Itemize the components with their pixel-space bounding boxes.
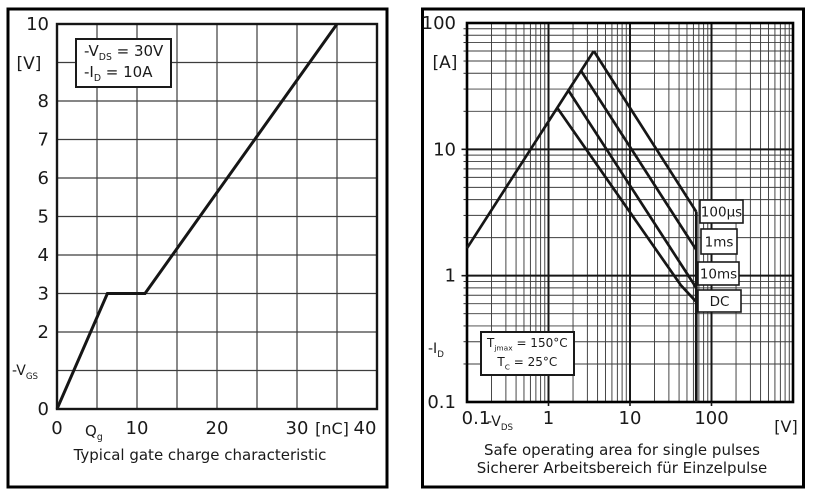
right-y-unit-label: [A]	[432, 53, 458, 73]
tc-value: = 25°C	[509, 355, 558, 370]
right-panel-border	[421, 7, 805, 489]
tjmax-base: T	[487, 336, 495, 350]
left-x-tick-label: 0	[51, 418, 62, 439]
left-chart-conditions-box: -VDS = 30V -ID = 10A	[75, 38, 173, 88]
tc-sub: C	[504, 362, 510, 372]
left-panel-border	[6, 7, 389, 489]
left-y-tick-label: 5	[38, 207, 49, 228]
right-y-tick-label: 100	[422, 13, 456, 34]
right-condition-tc: TC = 25°C	[487, 353, 568, 372]
left-x-tick-label: 30	[286, 418, 309, 439]
right-x-tick-label: 100	[694, 408, 728, 429]
tjmax-value: = 150°C	[512, 336, 568, 350]
right-y-tick-label: 10	[433, 139, 456, 160]
left-y-tick-label: 2	[38, 322, 49, 343]
left-y-tick-label: 6	[38, 168, 49, 189]
right-condition-tjmax: Tjmax = 150°C	[487, 334, 568, 353]
soa-pulse-10ms	[567, 90, 698, 289]
id-sub: D	[93, 73, 102, 85]
right-y-tick-label: 0.1	[427, 392, 456, 413]
soa-pulse-100us	[592, 50, 698, 213]
soa-rdson-limit-line	[465, 50, 595, 249]
vds-base: -V	[84, 42, 99, 60]
left-y-tick-label: 10	[26, 14, 49, 35]
left-y-tick-label: 0	[38, 399, 49, 420]
left-x-tick-label: 40	[354, 418, 377, 439]
left-x-unit-label: [nC]	[315, 419, 349, 438]
left-chart-title: Typical gate charge characteristic	[73, 446, 327, 464]
left-x-tick-label: 20	[206, 418, 229, 439]
curve-label-box-DC	[697, 289, 742, 313]
left-y-tick-label: 3	[38, 284, 49, 305]
curve-label-box-1ms	[700, 228, 738, 255]
right-y-axis-name-base: -I	[428, 341, 438, 357]
right-x-tick-label: 1	[543, 408, 554, 429]
left-x-axis-name-base: Q	[85, 422, 97, 440]
right-x-tick-label: 0.1	[462, 408, 491, 429]
left-x-axis-name-sub: g	[96, 432, 103, 443]
left-y-axis-name-base: -V	[12, 363, 26, 379]
right-x-tick-label: 10	[619, 408, 642, 429]
left-y-axis-name-sub: GS	[25, 371, 39, 382]
id-base: -I	[84, 63, 94, 82]
tjmax-sub: jmax	[494, 343, 513, 353]
vds-sub: DS	[98, 52, 112, 63]
id-value: = 10A	[101, 63, 153, 82]
curve-label-text-1ms: 1ms	[705, 234, 734, 250]
right-x-unit-label: [V]	[774, 417, 798, 436]
curve-label-text-10ms: 10ms	[700, 266, 737, 282]
right-x-axis-name: -VDS	[487, 414, 513, 432]
curve-label-text-DC: DC	[710, 294, 730, 310]
right-y-tick-label: 1	[445, 266, 456, 287]
right-chart-conditions-box: Tjmax = 150°C TC = 25°C	[480, 331, 575, 377]
right-chart-title: Safe operating area for single pulses	[484, 441, 760, 459]
left-y-tick-label: 7	[38, 130, 49, 151]
right-y-axis-name: -ID	[428, 341, 444, 359]
soa-dc	[556, 107, 698, 303]
left-y-tick-label: 8	[38, 91, 49, 112]
left-y-tick-label: 4	[38, 245, 49, 266]
left-condition-id: -ID = 10A	[84, 62, 163, 83]
left-plot-border	[55, 22, 379, 411]
right-y-axis-name-sub: D	[437, 349, 444, 360]
left-x-axis-name: Qg	[85, 422, 103, 443]
curve-label-text-100µs: 100µs	[701, 204, 742, 220]
vds-value: = 30V	[111, 42, 164, 60]
left-x-tick-label: 10	[126, 418, 149, 439]
curve-label-box-10ms	[697, 261, 740, 286]
soa-pulse-1ms	[579, 69, 698, 251]
right-chart-title-block: Safe operating area for single pulses Si…	[452, 441, 792, 477]
right-x-axis-name-sub: DS	[500, 422, 513, 433]
right-x-axis-name-base: -V	[487, 414, 501, 430]
left-y-axis-name: -VGS	[12, 363, 38, 381]
left-y-unit-label: [V]	[16, 54, 42, 74]
left-condition-vds: -VDS = 30V	[84, 41, 163, 62]
right-chart-subtitle: Sicherer Arbeitsbereich für Einzelpulse	[476, 459, 768, 477]
curve-label-box-100µs	[699, 199, 744, 224]
tc-base: T	[497, 355, 505, 370]
gate-charge-curve	[55, 23, 339, 410]
